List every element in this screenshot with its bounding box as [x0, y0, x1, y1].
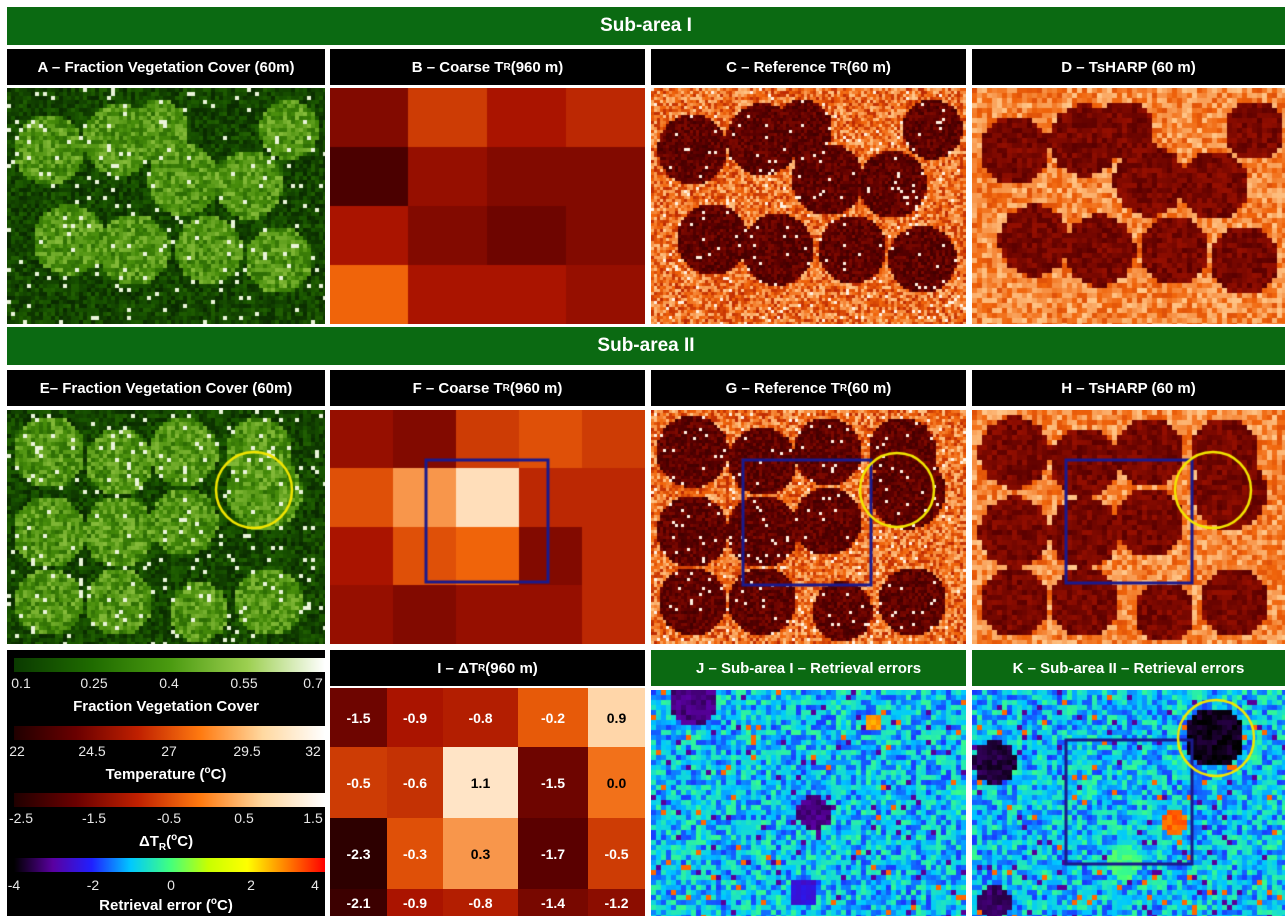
panel-d-title: D – TsHARP (60 m) [972, 49, 1285, 85]
panel-a-fvc-map [7, 88, 325, 324]
panel-i-title: I – ΔT R (960 m) [330, 650, 645, 686]
panel-j-error-map [651, 690, 966, 916]
sub-area-2-band: Sub-area II [7, 327, 1285, 365]
delta-tr-cell: -0.2 [518, 688, 588, 747]
panel-e-title: E– Fraction Vegetation Cover (60m) [7, 370, 325, 406]
delta-tr-cell: 0.9 [588, 688, 645, 747]
retrieval-error-colorbar-label: Retrieval error (oC) [99, 896, 233, 914]
delta-tr-cell: -0.9 [387, 889, 443, 916]
panel-h-title: H – TsHARP (60 m) [972, 370, 1285, 406]
panel-k-error-map [972, 690, 1285, 916]
panel-i-delta-tr-grid: -1.5 -0.9 -0.8 -0.2 0.9 -0.5 -0.6 1.1 -1.5 0.0 -2.… [330, 688, 645, 916]
delta-tr-cell: -2.1 [330, 889, 387, 916]
fvc-colorbar [14, 658, 325, 672]
fvc-colorbar-label: Fraction Vegetation Cover [73, 698, 259, 715]
delta-tr-cell: -1.2 [588, 889, 645, 916]
delta-tr-cell: -0.6 [387, 747, 443, 818]
delta-tr-cell: -1.5 [330, 688, 387, 747]
sub-area-1-title: Sub-area I [600, 15, 692, 36]
panel-e-fvc-map [7, 410, 325, 644]
delta-tr-colorbar [14, 793, 325, 807]
delta-tr-cell: 1.1 [443, 747, 518, 818]
panel-d-tsharp-map [972, 88, 1285, 324]
panel-k-title: K – Sub-area II – Retrieval errors [972, 650, 1285, 686]
delta-tr-cell: -1.7 [518, 818, 588, 889]
panel-h-tsharp-map [972, 410, 1285, 644]
delta-tr-ticks: -2.5 -1.5 -0.5 0.5 1.5 [8, 810, 323, 826]
delta-tr-cell: -1.5 [518, 747, 588, 818]
delta-tr-cell: -0.5 [330, 747, 387, 818]
panel-a-title: A – Fraction Vegetation Cover (60m) [7, 49, 325, 85]
delta-tr-cell: -0.5 [588, 818, 645, 889]
panel-b-coarse-tr-map [330, 88, 645, 324]
sub-area-1-band: Sub-area I [7, 7, 1285, 45]
sub-area-2-title: Sub-area II [597, 335, 695, 356]
panel-c-reference-tr-map [651, 88, 966, 324]
panel-j-title: J – Sub-area I – Retrieval errors [651, 650, 966, 686]
retrieval-error-ticks: -4 -2 0 2 4 [7, 877, 319, 893]
retrieval-error-colorbar [14, 858, 325, 872]
delta-tr-colorbar-label: ΔTR(oC) [138, 832, 194, 853]
delta-tr-cell: -2.3 [330, 818, 387, 889]
delta-tr-cell: 0.3 [443, 818, 518, 889]
delta-tr-cell: -0.3 [387, 818, 443, 889]
delta-tr-cell: 0.0 [588, 747, 645, 818]
temperature-colorbar-label: Temperature (oC) [105, 765, 227, 783]
delta-tr-cell: -0.8 [443, 889, 518, 916]
delta-tr-cell: -1.4 [518, 889, 588, 916]
temperature-ticks: 22 24.5 27 29.5 32 [9, 743, 321, 759]
panel-g-reference-tr-map [651, 410, 966, 644]
delta-tr-cell: -0.8 [443, 688, 518, 747]
panel-f-coarse-tr-map [330, 410, 645, 644]
fvc-ticks: 0.1 0.25 0.4 0.55 0.7 [11, 675, 323, 691]
delta-tr-cell: -0.9 [387, 688, 443, 747]
colorbar-legend: 0.1 0.25 0.4 0.55 0.7 Fraction Vegetation Co… [7, 650, 325, 916]
temperature-colorbar [14, 726, 325, 740]
